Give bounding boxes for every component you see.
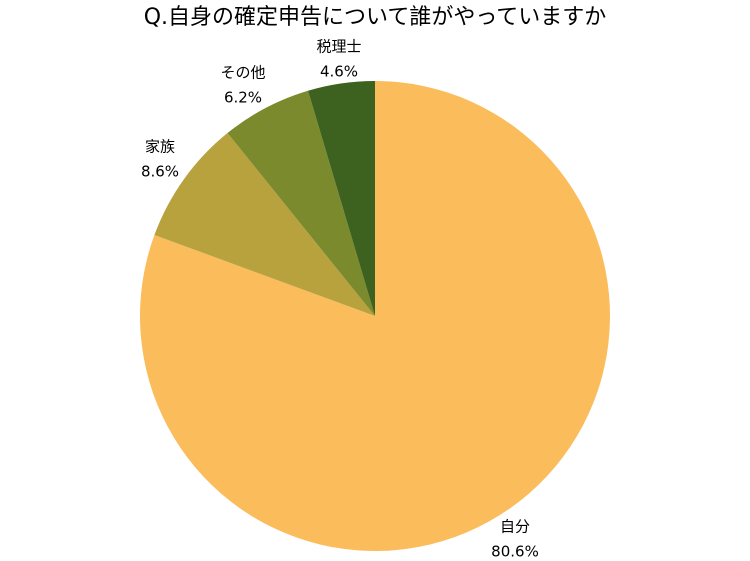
pie-slice	[308, 81, 375, 316]
slice-category-label: 家族	[145, 138, 175, 156]
slice-category-label: その他	[220, 64, 265, 82]
slice-category-label: 税理士	[316, 38, 361, 56]
slice-value-label: 6.2%	[224, 89, 262, 107]
slice-value-label: 80.6%	[491, 543, 539, 561]
pie-slice	[227, 90, 375, 317]
slice-value-label: 4.6%	[320, 63, 358, 81]
slice-value-label: 8.6%	[141, 163, 179, 181]
chart-title: Q.自身の確定申告について誰がやっていますか	[144, 5, 607, 30]
slice-category-label: 自分	[500, 518, 530, 536]
pie-slice	[154, 133, 375, 316]
